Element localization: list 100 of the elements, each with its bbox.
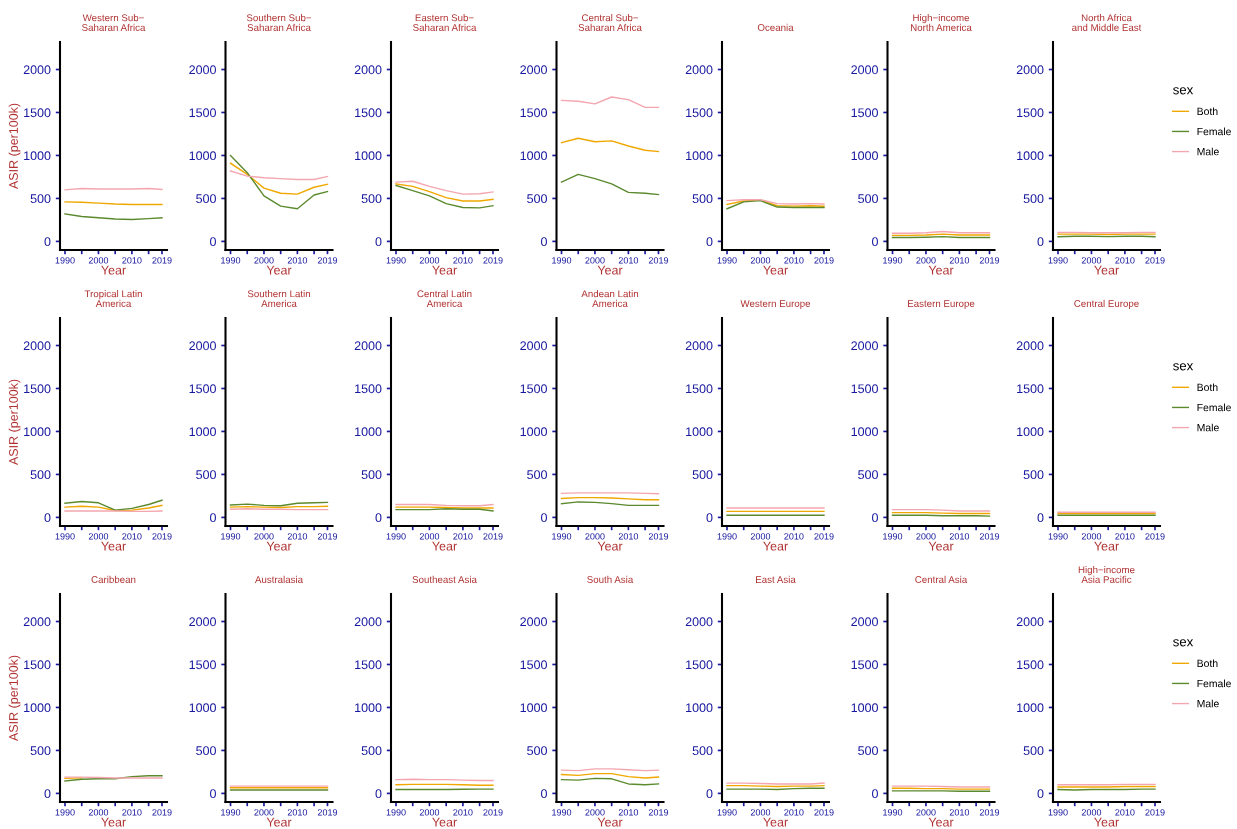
y-tick-label: 1000 bbox=[1017, 427, 1044, 437]
x-tick-label: 2019 bbox=[317, 533, 338, 540]
line-series bbox=[395, 180, 494, 195]
chart-title: Central Asia bbox=[915, 575, 968, 583]
y-tick-label: 0 bbox=[706, 237, 713, 247]
x-tick-label: 2010 bbox=[453, 257, 473, 264]
y-tick-label: 500 bbox=[858, 194, 878, 204]
x-tick-label: 2000 bbox=[585, 533, 605, 540]
x-tick-label: 2019 bbox=[814, 257, 834, 264]
x-axis-title: Year bbox=[432, 817, 457, 827]
y-tick-label: 2000 bbox=[354, 617, 382, 627]
y-tick-label: 1000 bbox=[189, 703, 216, 713]
x-tick-label: 1990 bbox=[883, 809, 903, 816]
y-tick-label: 500 bbox=[361, 194, 382, 204]
y-tick-label: 2000 bbox=[520, 65, 547, 75]
legend-label: Both bbox=[1197, 383, 1218, 392]
y-tick-label: 1500 bbox=[520, 384, 547, 394]
x-tick-label: 2019 bbox=[152, 257, 172, 264]
y-tick-label: 0 bbox=[210, 237, 216, 247]
y-tick-label: 2000 bbox=[1016, 617, 1044, 627]
chart-title: North Africa and Middle East bbox=[1072, 14, 1142, 31]
x-tick-label: 2000 bbox=[1081, 533, 1102, 540]
line-series bbox=[560, 777, 660, 786]
x-tick-label: 1990 bbox=[552, 809, 572, 816]
y-tick-label: 500 bbox=[30, 746, 51, 756]
x-tick-label: 2019 bbox=[1145, 533, 1165, 540]
line-series bbox=[229, 170, 329, 181]
x-tick-label: 1990 bbox=[55, 809, 75, 816]
y-tick-label: 1000 bbox=[355, 151, 382, 161]
y-tick-label: 500 bbox=[1023, 746, 1044, 756]
y-tick-label: 1500 bbox=[1017, 108, 1044, 118]
x-axis-title: Year bbox=[928, 817, 954, 827]
legend-label: Male bbox=[1197, 699, 1219, 708]
legend-label: Both bbox=[1197, 659, 1218, 668]
x-tick-label: 2000 bbox=[88, 809, 109, 816]
x-tick-label: 1990 bbox=[55, 257, 75, 264]
y-tick-label: 0 bbox=[375, 513, 382, 523]
y-tick-label: 1500 bbox=[1017, 660, 1044, 670]
y-tick-label: 2000 bbox=[851, 617, 878, 627]
y-tick-label: 2000 bbox=[189, 617, 216, 627]
x-tick-label: 2010 bbox=[949, 533, 970, 540]
chart-title: Southeast Asia bbox=[412, 575, 477, 583]
line-series bbox=[229, 162, 329, 195]
y-tick-label: 0 bbox=[375, 237, 382, 247]
x-tick-label: 2019 bbox=[483, 809, 503, 816]
legend-label: Male bbox=[1197, 423, 1219, 432]
line-series bbox=[395, 184, 494, 209]
x-tick-label: 2010 bbox=[1115, 257, 1135, 264]
x-tick-label: 2000 bbox=[1081, 809, 1102, 816]
y-tick-label: 500 bbox=[361, 746, 382, 756]
x-tick-label: 1990 bbox=[221, 533, 241, 540]
x-tick-label: 2000 bbox=[1081, 257, 1102, 264]
x-tick-label: 2000 bbox=[585, 257, 605, 264]
x-axis-title: Year bbox=[101, 265, 126, 275]
x-tick-label: 1990 bbox=[386, 809, 406, 816]
x-tick-label: 2019 bbox=[648, 533, 669, 540]
y-tick-label: 1500 bbox=[686, 660, 713, 670]
x-tick-label: 2010 bbox=[287, 533, 308, 540]
chart-title: Oceania bbox=[757, 23, 794, 31]
x-axis-title: Year bbox=[763, 817, 788, 827]
y-tick-label: 1500 bbox=[520, 660, 547, 670]
x-axis-title: Year bbox=[266, 817, 292, 827]
y-tick-label: 1500 bbox=[686, 108, 713, 118]
y-tick-label: 1500 bbox=[851, 108, 878, 118]
y-tick-label: 500 bbox=[858, 746, 878, 756]
x-axis-title: Year bbox=[432, 265, 457, 275]
y-tick-label: 500 bbox=[692, 746, 713, 756]
y-tick-label: 0 bbox=[44, 237, 51, 247]
x-tick-label: 2000 bbox=[88, 533, 109, 540]
x-tick-label: 2010 bbox=[287, 257, 308, 264]
x-tick-label: 2000 bbox=[916, 257, 936, 264]
x-tick-label: 2010 bbox=[122, 809, 142, 816]
x-tick-label: 1990 bbox=[386, 257, 406, 264]
chart-title: Australasia bbox=[254, 575, 304, 583]
x-tick-label: 2000 bbox=[254, 809, 274, 816]
legend-title: sex bbox=[1173, 363, 1194, 371]
x-tick-label: 1990 bbox=[883, 257, 903, 264]
x-tick-label: 2010 bbox=[453, 809, 473, 816]
x-tick-label: 1990 bbox=[717, 533, 737, 540]
y-tick-label: 1500 bbox=[24, 384, 51, 394]
chart-title: Central Latin America bbox=[417, 290, 472, 307]
chart-title: East Asia bbox=[756, 575, 796, 583]
y-tick-label: 1000 bbox=[1017, 703, 1044, 713]
x-tick-label: 2010 bbox=[784, 257, 804, 264]
x-tick-label: 2000 bbox=[419, 809, 440, 816]
y-tick-label: 1500 bbox=[189, 108, 216, 118]
y-tick-label: 1000 bbox=[24, 703, 51, 713]
chart-title: Tropical Latin America bbox=[84, 290, 142, 307]
x-tick-label: 2010 bbox=[618, 809, 639, 816]
chart-title: Central Europe bbox=[1074, 299, 1139, 309]
legend-label: Male bbox=[1197, 147, 1219, 156]
y-tick-label: 500 bbox=[527, 470, 547, 480]
x-axis-title: Year bbox=[1094, 541, 1119, 551]
y-tick-label: 0 bbox=[44, 789, 51, 799]
y-tick-label: 1500 bbox=[24, 108, 51, 118]
y-tick-label: 0 bbox=[210, 789, 216, 799]
x-tick-label: 2019 bbox=[483, 533, 503, 540]
y-tick-label: 1000 bbox=[189, 427, 216, 437]
x-tick-label: 2000 bbox=[419, 533, 440, 540]
y-tick-label: 2000 bbox=[1016, 341, 1044, 351]
